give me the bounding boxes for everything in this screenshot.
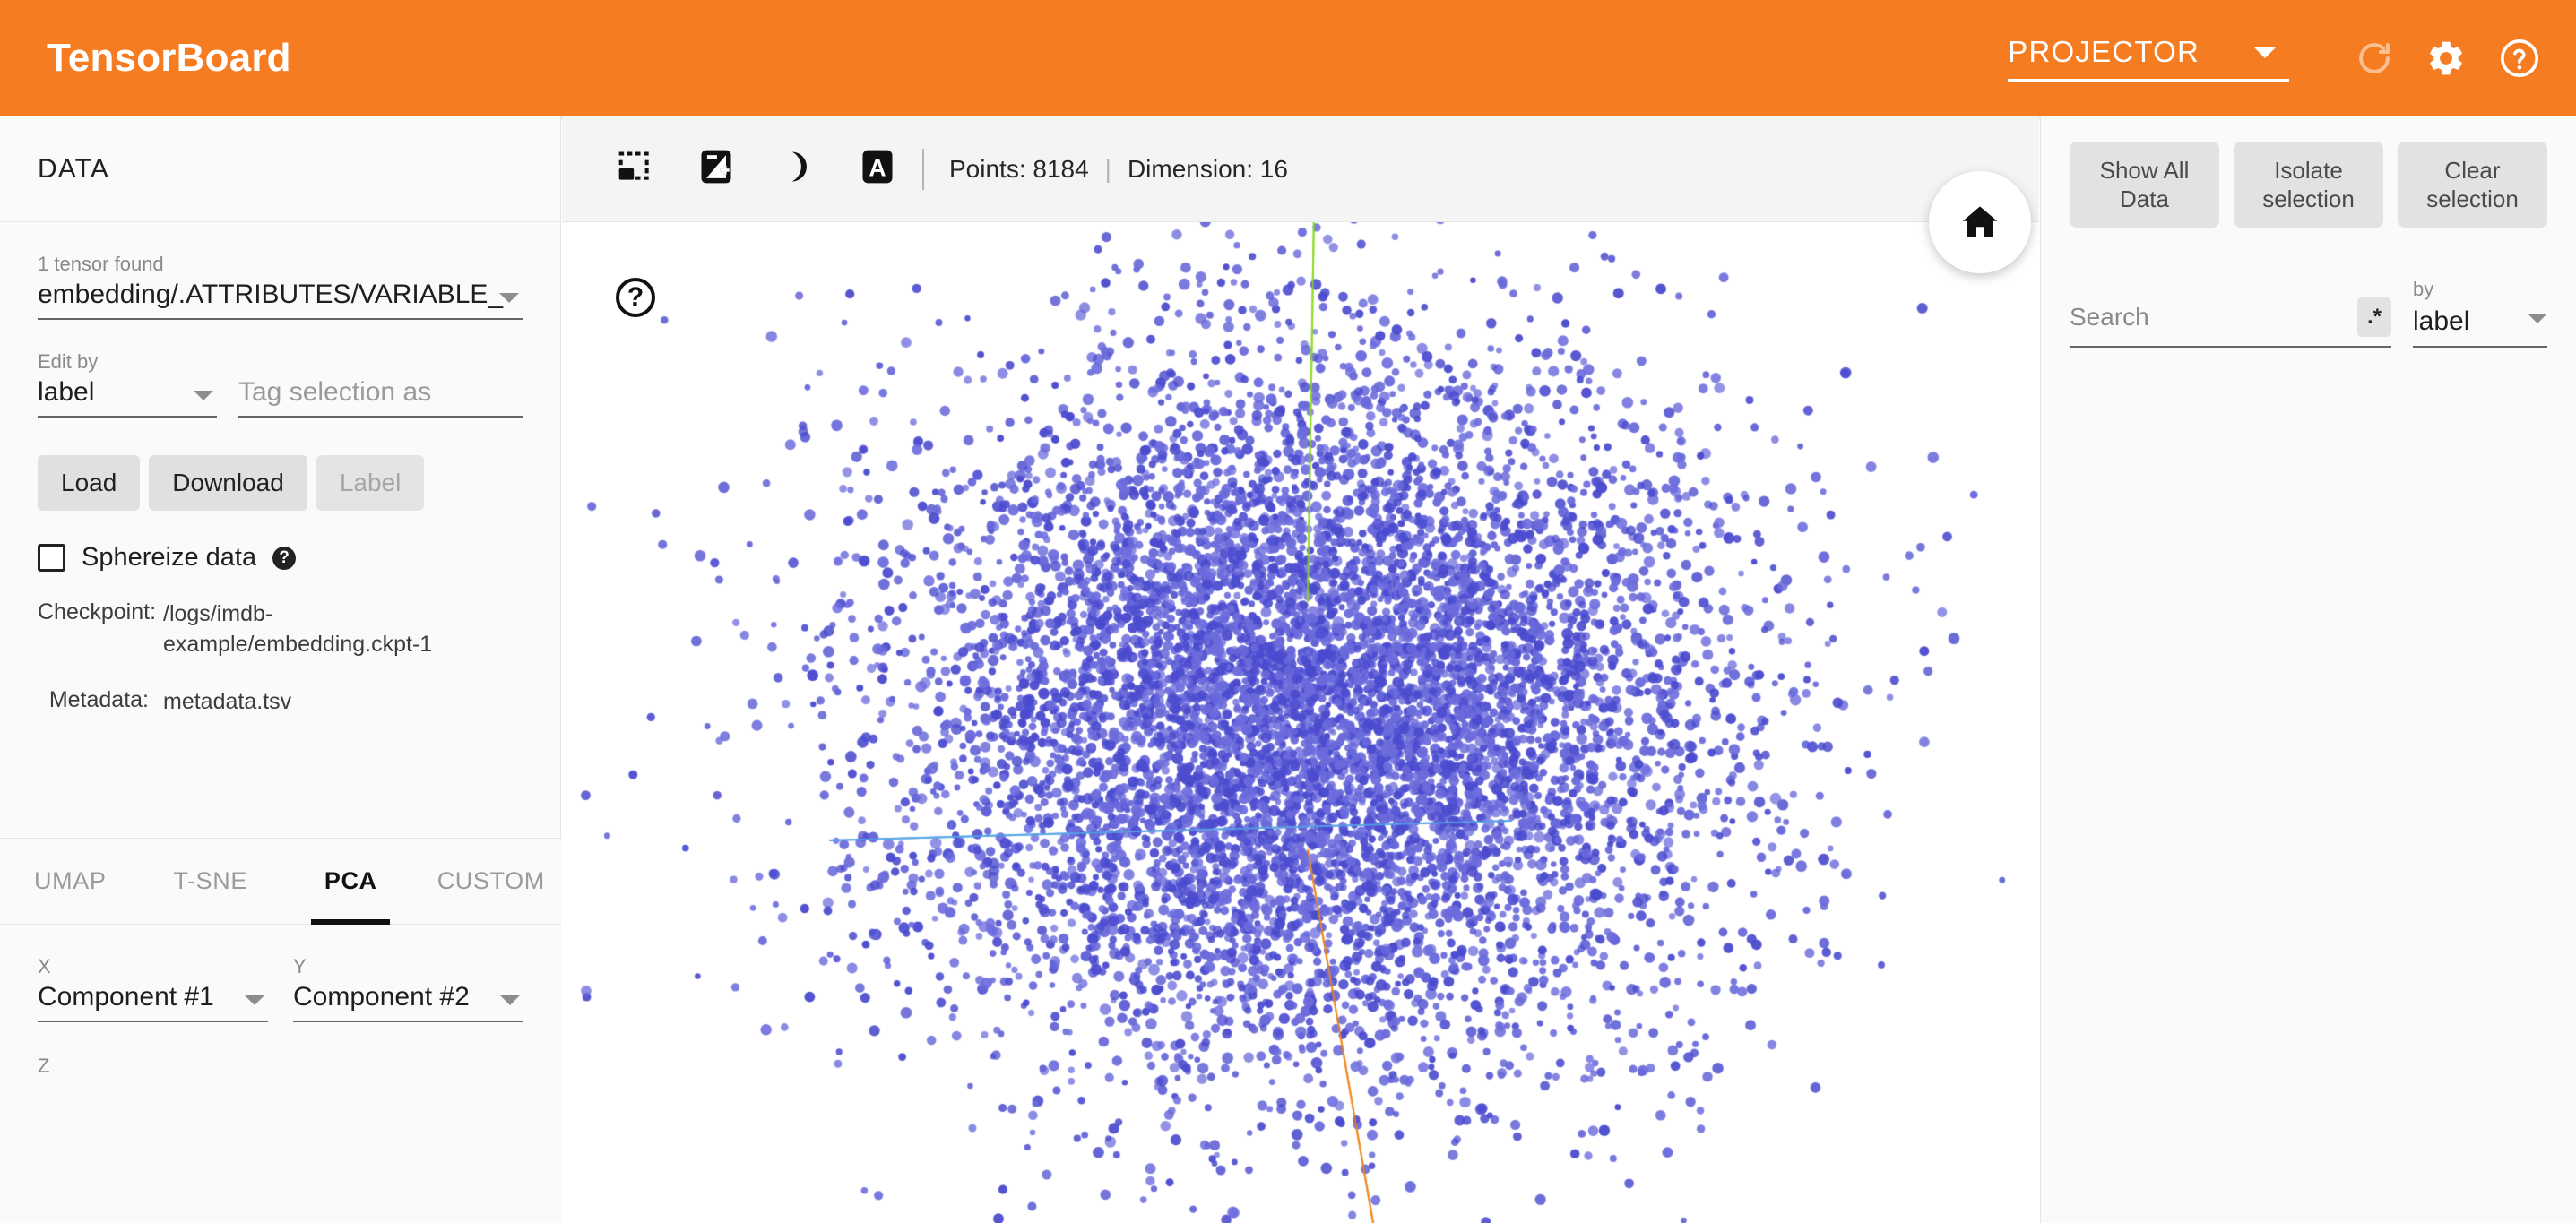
- scatter-plot-canvas[interactable]: [562, 222, 2039, 1223]
- search-by-selector[interactable]: label: [2413, 306, 2547, 348]
- search-by-group: by label: [2413, 278, 2547, 348]
- data-section: 1 tensor found embedding/.ATTRIBUTES/VAR…: [0, 253, 560, 717]
- selection-buttons: Show All Data Isolate selection Clear se…: [2070, 116, 2547, 228]
- info-divider: |: [1104, 154, 1111, 183]
- pca-y-value: Component #2: [293, 982, 470, 1012]
- clear-selection-line2: selection: [2426, 185, 2519, 212]
- pca-controls: X Component #1 Y Component #2: [0, 925, 561, 1078]
- search-input[interactable]: Search .*: [2070, 297, 2391, 348]
- isolate-selection-line2: selection: [2262, 185, 2355, 212]
- pca-y-selector[interactable]: Component #2: [293, 982, 523, 1022]
- tab-custom[interactable]: CUSTOM: [437, 867, 545, 894]
- app-header: TensorBoard PROJECTOR: [0, 0, 2576, 116]
- tab-pca[interactable]: PCA: [281, 839, 421, 925]
- dimension-count: Dimension: 16: [1127, 154, 1288, 183]
- toolbar-divider: [922, 148, 924, 190]
- regex-toggle-button[interactable]: .*: [2357, 297, 2391, 337]
- tensor-found-label: 1 tensor found: [38, 253, 164, 275]
- tab-umap[interactable]: UMAP: [34, 867, 107, 894]
- app-brand: TensorBoard: [47, 36, 291, 80]
- tag-selection-input[interactable]: Tag selection as: [238, 377, 523, 418]
- pca-x-value: Component #1: [38, 982, 214, 1012]
- sidebar-title: DATA: [0, 116, 560, 222]
- chevron-down-icon: [2253, 47, 2277, 58]
- pca-x-group: X Component #1: [38, 925, 268, 1024]
- home-icon[interactable]: [1929, 171, 2031, 273]
- chevron-down-icon: [500, 995, 520, 1005]
- checkpoint-row: Checkpoint: /logs/imdb-example/embedding…: [38, 599, 523, 660]
- dashboard-selector-label: PROJECTOR: [2008, 35, 2200, 68]
- help-circle-icon[interactable]: ?: [616, 278, 655, 317]
- projection-panel: UMAP T-SNE PCA CUSTOM X Component #1 Y: [0, 838, 561, 1223]
- edit-by-label: Edit by: [38, 350, 99, 373]
- metadata-row: Metadata: metadata.tsv: [38, 687, 523, 718]
- label-text-icon[interactable]: A: [858, 147, 897, 191]
- edit-by-selector[interactable]: label: [38, 377, 217, 418]
- checkpoint-key: Checkpoint:: [38, 599, 157, 624]
- download-button[interactable]: Download: [149, 455, 307, 511]
- search-group: Search .*: [2070, 297, 2391, 348]
- metadata-value: metadata.tsv: [163, 688, 292, 714]
- dashboard-selector[interactable]: PROJECTOR: [2008, 35, 2289, 82]
- tag-selection-placeholder: Tag selection as: [238, 377, 432, 407]
- isolate-selection-button[interactable]: Isolate selection: [2234, 142, 2383, 228]
- help-circle-icon[interactable]: [2499, 38, 2540, 79]
- show-all-data-button[interactable]: Show All Data: [2070, 142, 2219, 228]
- projector-viewport[interactable]: ?: [562, 222, 2039, 1223]
- chevron-down-icon: [194, 391, 213, 400]
- sphereize-label: Sphereize data: [82, 543, 257, 572]
- pca-x-label: X: [38, 955, 51, 978]
- gear-icon[interactable]: [2425, 38, 2467, 79]
- chevron-down-icon: [245, 995, 264, 1005]
- toolbar-icon-group: A: [616, 147, 897, 191]
- selection-panel: Show All Data Isolate selection Clear se…: [2040, 116, 2576, 1223]
- svg-text:A: A: [869, 154, 886, 181]
- tensor-selector-value: embedding/.ATTRIBUTES/VARIABLE_: [38, 280, 504, 309]
- chevron-down-icon: [499, 293, 519, 303]
- tab-tsne[interactable]: T-SNE: [173, 867, 247, 894]
- search-placeholder: Search: [2070, 303, 2149, 331]
- sphereize-row: Sphereize data ?: [38, 543, 523, 573]
- show-all-data-line2: Data: [2120, 185, 2169, 212]
- selector-underline: [2008, 79, 2289, 82]
- clear-selection-button[interactable]: Clear selection: [2398, 142, 2547, 228]
- select-rectangle-icon[interactable]: [616, 147, 655, 191]
- projection-tabs: UMAP T-SNE PCA CUSTOM: [0, 839, 561, 925]
- data-sidebar: DATA 1 tensor found embedding/.ATTRIBUTE…: [0, 116, 561, 1223]
- isolate-selection-line1: Isolate: [2274, 156, 2343, 184]
- metadata-key: Metadata:: [48, 686, 149, 712]
- pca-xy-row: X Component #1 Y Component #2: [38, 925, 523, 1024]
- moon-icon[interactable]: [777, 147, 817, 191]
- header-actions: PROJECTOR: [2008, 0, 2540, 116]
- load-button[interactable]: Load: [38, 455, 141, 511]
- search-row: Search .* by label: [2070, 278, 2547, 348]
- viewport-toolbar: A Points: 8184 | Dimension: 16: [562, 116, 2039, 222]
- pca-y-label: Y: [293, 955, 307, 978]
- refresh-icon[interactable]: [2356, 39, 2393, 77]
- toolbar-info: Points: 8184 | Dimension: 16: [949, 155, 1288, 184]
- night-mode-toggle-icon[interactable]: [696, 147, 736, 191]
- pca-y-group: Y Component #2: [293, 925, 523, 1024]
- sphereize-checkbox[interactable]: [38, 544, 65, 572]
- search-by-label: by: [2413, 278, 2434, 300]
- points-count: Points: 8184: [949, 154, 1089, 183]
- pca-z-label: Z: [38, 1055, 50, 1077]
- data-action-buttons: Load Download Label: [38, 455, 523, 511]
- label-button[interactable]: Label: [316, 455, 425, 511]
- checkpoint-value: /logs/imdb-example/embedding.ckpt-1: [163, 601, 433, 657]
- tensor-selector[interactable]: embedding/.ATTRIBUTES/VARIABLE_: [38, 280, 523, 320]
- chevron-down-icon: [2528, 313, 2547, 323]
- edit-by-value: label: [38, 377, 95, 407]
- search-by-value: label: [2413, 306, 2470, 336]
- show-all-data-line1: Show All: [2099, 156, 2190, 184]
- clear-selection-line1: Clear: [2444, 156, 2501, 184]
- help-icon[interactable]: ?: [272, 546, 297, 570]
- edit-by-row: label Tag selection as: [38, 377, 523, 419]
- pca-x-selector[interactable]: Component #1: [38, 982, 268, 1022]
